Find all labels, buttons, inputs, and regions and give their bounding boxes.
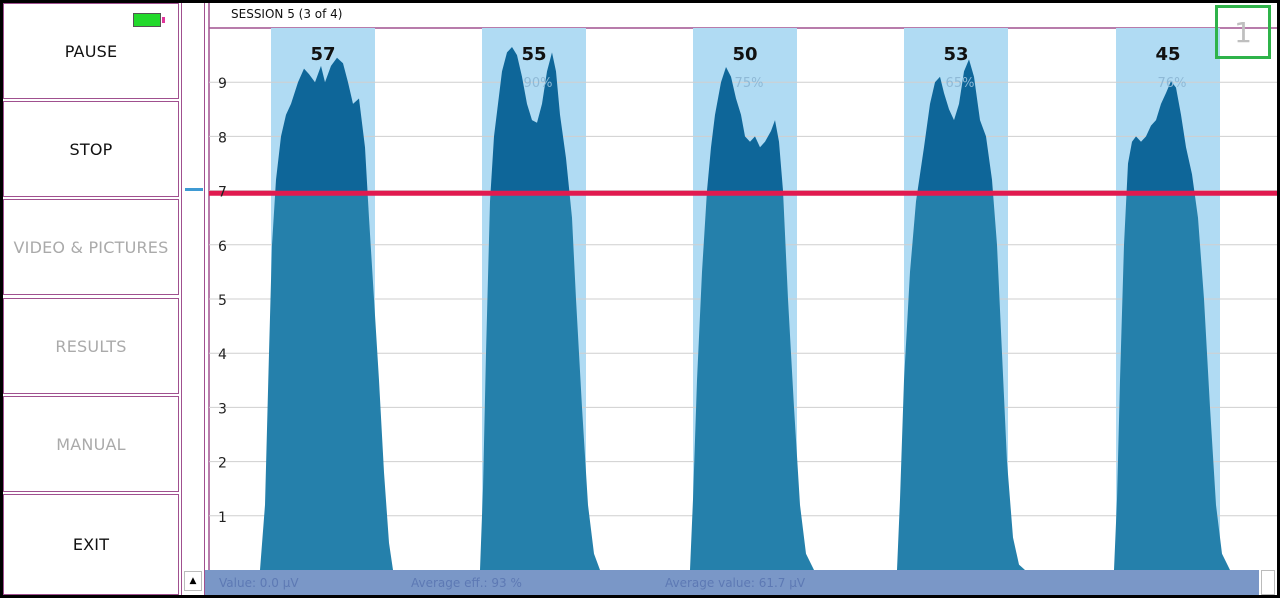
y-tick-label-9: 9 [218,76,227,92]
contraction-label-3: 50 [732,44,757,65]
contraction-wave-below-1 [260,193,393,570]
contraction-wave-above-3 [706,67,784,194]
y-tick-label-5: 5 [218,293,227,309]
contraction-wave-below-4 [897,193,1025,570]
status-average-value: Average value: 61.7 µV [665,576,806,590]
status-value: Value: 0.0 µV [219,576,299,590]
video-pictures-button[interactable]: VIDEO & PICTURES [3,199,179,295]
y-tick-label-1: 1 [218,510,227,526]
contraction-label-1: 57 [310,44,335,65]
status-average-eff: Average eff.: 93 % [411,576,522,590]
battery-tip [162,17,165,23]
session-title: SESSION 5 (3 of 4) [231,7,343,21]
y-tick-label-3: 3 [218,401,227,417]
manual-button[interactable]: MANUAL [3,396,179,492]
contraction-wave-above-2 [490,47,570,194]
scroll-column[interactable]: ▲ [181,3,205,595]
repetition-counter: 1 [1215,5,1271,59]
scroll-up-button[interactable]: ▲ [184,571,202,591]
contraction-wave-below-5 [1114,193,1230,570]
y-tick-label-6: 6 [218,239,227,255]
app-window: PAUSE STOP VIDEO & PICTURES RESULTS MANU… [3,3,1277,595]
status-bar: Value: 0.0 µV Average eff.: 93 % Average… [205,570,1259,595]
contraction-label-4: 53 [943,44,968,65]
y-tick-label-4: 4 [218,347,227,363]
contraction-label-5: 45 [1155,44,1180,65]
y-tick-label-7: 7 [218,185,227,201]
results-button[interactable]: RESULTS [3,298,179,394]
contraction-wave-above-5 [1126,81,1195,194]
contraction-percent-2: 90% [524,76,553,91]
y-tick-label-2: 2 [218,456,227,472]
contraction-label-2: 55 [521,44,546,65]
contraction-wave-below-2 [480,193,600,570]
contraction-percent-3: 75% [735,76,764,91]
y-tick-label-8: 8 [218,130,227,146]
contraction-percent-5: 76% [1158,76,1187,91]
contraction-wave-below-3 [690,193,814,570]
chart-panel: 57 55 90% 50 75% 53 65% 45 76% 1 2 3 4 5 6 7 8 9 SESSION … [205,3,1277,595]
contraction-wave-above-4 [917,59,994,194]
contraction-percent-4: 65% [946,76,975,91]
battery-icon [133,13,165,27]
battery-level [133,13,161,27]
status-scroll-end[interactable] [1261,570,1275,595]
scroll-position-marker[interactable] [185,188,203,191]
stop-button[interactable]: STOP [3,101,179,197]
contraction-wave-above-1 [275,57,368,194]
side-menu: PAUSE STOP VIDEO & PICTURES RESULTS MANU… [3,3,181,595]
exit-button[interactable]: EXIT [3,494,179,595]
